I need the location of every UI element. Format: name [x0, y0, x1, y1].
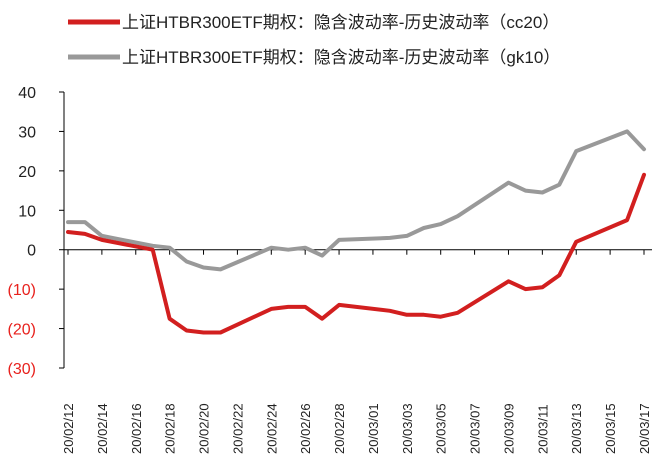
x-tick-label: 20/03/03: [400, 403, 415, 454]
y-tick-label: 40: [18, 85, 36, 102]
x-tick-label: 20/03/09: [501, 403, 516, 454]
y-tick-label: 0: [27, 243, 36, 260]
y-tick-label: 20: [18, 164, 36, 181]
x-tick-label: 20/02/18: [163, 403, 178, 454]
legend-entry-cc20: 上证HTBR300ETF期权：隐含波动率-历史波动率（cc20）: [68, 13, 559, 32]
x-tick-label: 20/02/14: [95, 403, 110, 454]
series-lines: [66, 129, 646, 335]
y-axis-ticks: 40 30 20 10 0 (10) (20) (30): [8, 85, 64, 378]
legend-label-cc20: 上证HTBR300ETF期权：隐含波动率-历史波动率（cc20）: [122, 13, 559, 32]
y-tick-label: (10): [8, 282, 36, 299]
legend: 上证HTBR300ETF期权：隐含波动率-历史波动率（cc20） 上证HTBR3…: [68, 13, 560, 67]
x-tick-label: 20/02/20: [197, 403, 212, 454]
x-tick-label: 20/02/24: [264, 403, 279, 454]
x-tick-label: 20/03/05: [434, 403, 449, 454]
x-tick-label: 20/03/11: [535, 404, 550, 454]
y-tick-label: 10: [18, 203, 36, 220]
axes: [63, 92, 652, 368]
x-tick-label: 20/02/26: [298, 403, 313, 454]
x-tick-label: 20/02/22: [230, 403, 245, 454]
legend-label-gk10: 上证HTBR300ETF期权：隐含波动率-历史波动率（gk10）: [122, 48, 560, 67]
x-tick-label: 20/03/01: [366, 403, 381, 454]
y-tick-label: (20): [8, 322, 36, 339]
x-tick-label: 20/02/12: [61, 403, 76, 454]
x-tick-label: 20/03/13: [569, 403, 584, 454]
x-tick-label: 20/02/16: [129, 403, 144, 454]
x-axis-ticks: 20/02/12 20/02/14 20/02/16 20/02/18 20/02/20…: [61, 249, 652, 454]
y-tick-label: (30): [8, 361, 36, 378]
y-tick-label: 30: [18, 124, 36, 141]
x-tick-label: 20/03/15: [603, 403, 618, 454]
legend-entry-gk10: 上证HTBR300ETF期权：隐含波动率-历史波动率（gk10）: [68, 48, 560, 67]
x-tick-label: 20/03/17: [637, 403, 652, 454]
series-line-cc20: [66, 172, 646, 335]
x-tick-label: 20/03/07: [468, 403, 483, 454]
x-tick-label: 20/02/28: [332, 403, 347, 454]
series-line-gk10: [66, 129, 646, 272]
